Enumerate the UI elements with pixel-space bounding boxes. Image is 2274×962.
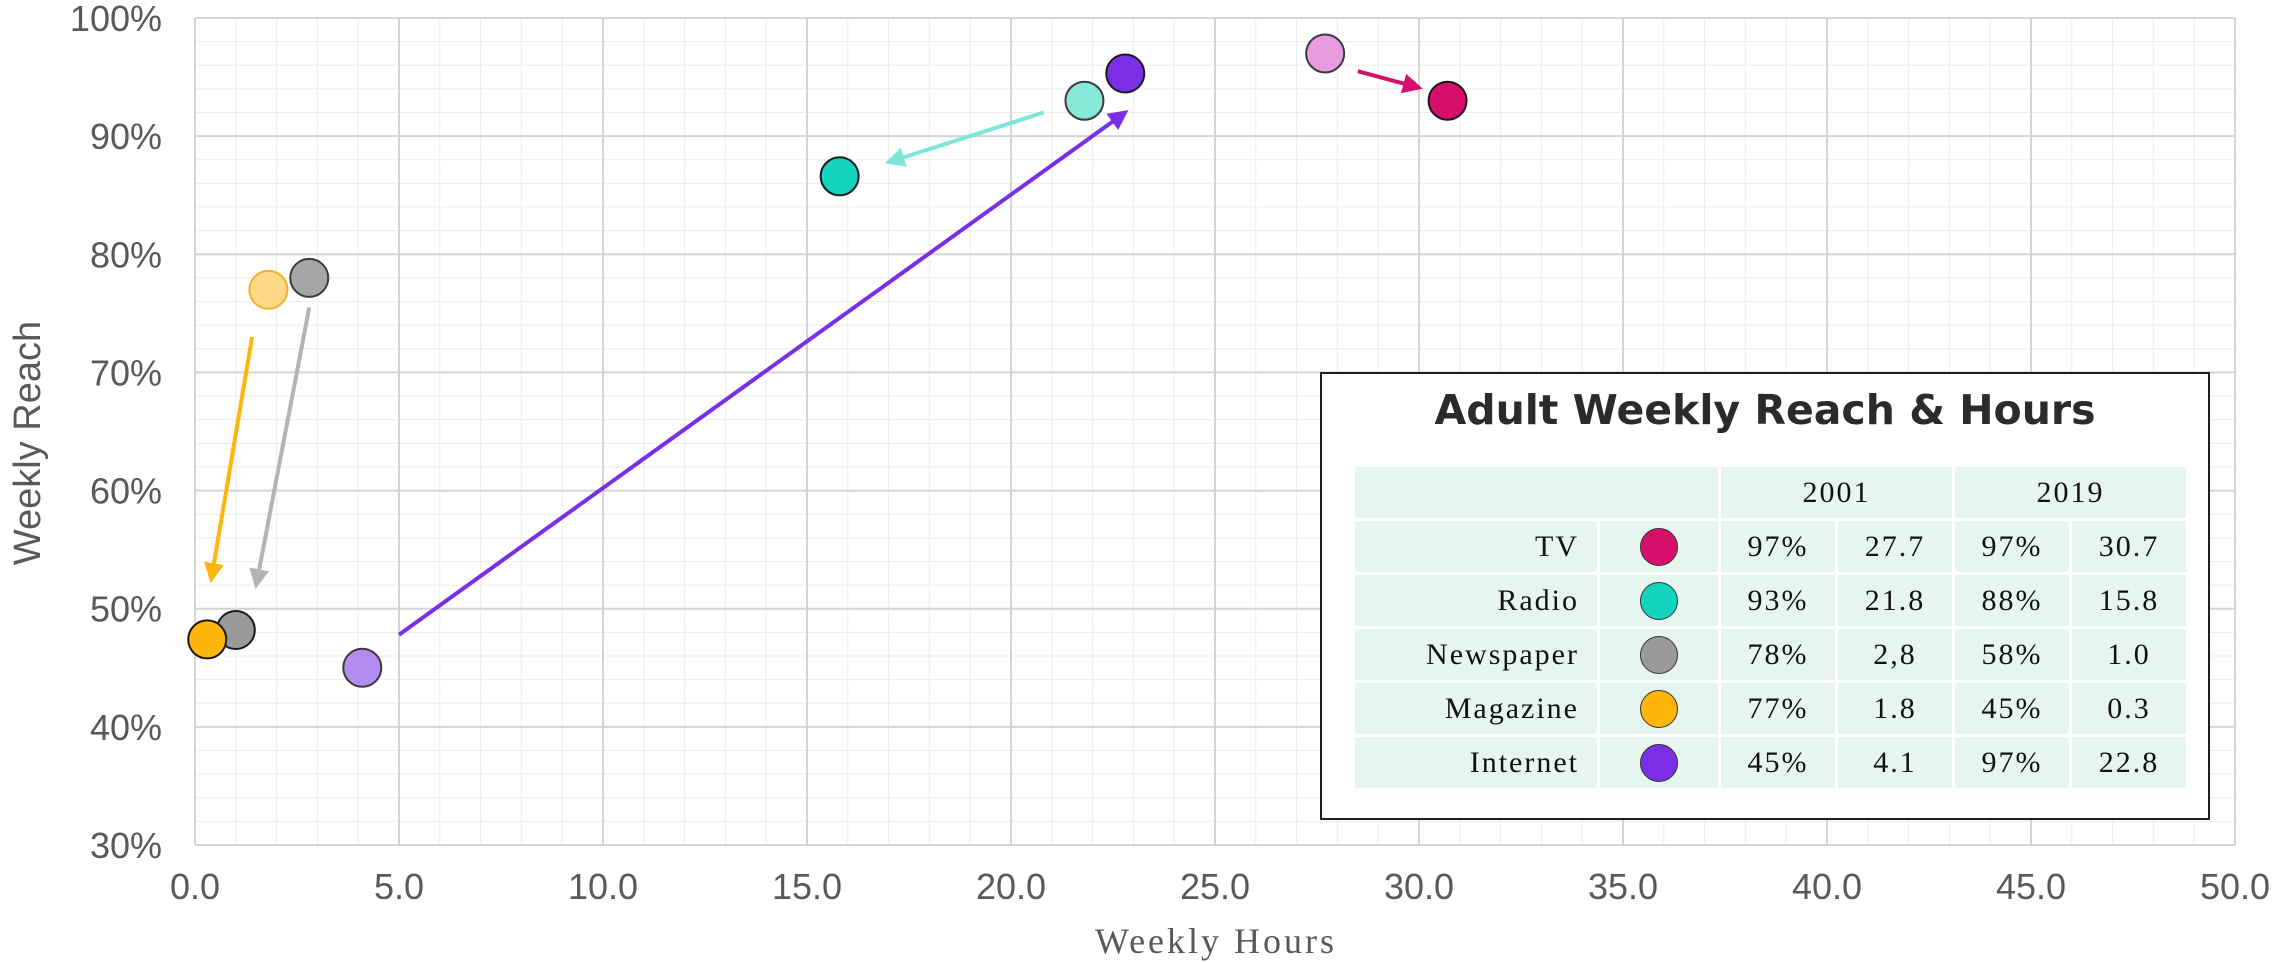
arrow-radio — [884, 110, 1045, 167]
x-tick-label: 30.0 — [1384, 866, 1454, 907]
legend-row: Radio 93% 21.8 88% 15.8 — [1352, 572, 2189, 629]
legend-reach-2001: 45% — [1718, 734, 1838, 791]
data-points — [187, 33, 1468, 688]
legend-year-2019: 2019 — [1952, 464, 2189, 521]
legend-reach-2001: 78% — [1718, 626, 1838, 683]
point-radio-2001 — [1064, 80, 1105, 121]
y-tick-label: 80% — [90, 234, 162, 275]
x-tick-label: 50.0 — [2200, 866, 2270, 907]
x-tick-label: 10.0 — [568, 866, 638, 907]
x-tick-label: 0.0 — [170, 866, 220, 907]
legend-media-name: Radio — [1352, 572, 1600, 629]
legend-reach-2019: 45% — [1952, 680, 2072, 737]
x-tick-label: 15.0 — [772, 866, 842, 907]
legend-media-name: Internet — [1352, 734, 1600, 791]
legend-media-name: Magazine — [1352, 680, 1600, 737]
legend-reach-2001: 93% — [1718, 572, 1838, 629]
y-tick-label: 90% — [90, 116, 162, 157]
x-tick-label: 40.0 — [1792, 866, 1862, 907]
legend-hours-2019: 1.0 — [2069, 626, 2189, 683]
y-tick-label: 50% — [90, 589, 162, 630]
arrow-magazine — [204, 336, 255, 584]
x-axis-ticks: 0.0 5.0 10.0 15.0 20.0 25.0 30.0 35.0 40.0 45.0 50… — [170, 866, 2270, 907]
legend-row: TV 97% 27.7 97% 30.7 — [1352, 518, 2189, 575]
point-tv-2001 — [1305, 33, 1346, 74]
legend-reach-2019: 97% — [1952, 518, 2072, 575]
point-magazine-2001 — [248, 269, 289, 310]
legend-swatch-radio — [1640, 581, 1678, 620]
legend-hours-2001: 1.8 — [1835, 680, 1955, 737]
legend-row: Internet 45% 4.1 97% 22.8 — [1352, 734, 2189, 791]
y-tick-label: 70% — [90, 352, 162, 393]
y-axis-title: Weekly Reach — [7, 321, 49, 565]
legend-hours-2019: 0.3 — [2069, 680, 2189, 737]
legend-swatch-internet — [1640, 743, 1678, 782]
legend-year-2001: 2001 — [1718, 464, 1955, 521]
y-tick-label: 30% — [90, 825, 162, 866]
x-axis-title: Weekly Hours — [1095, 921, 1337, 961]
legend-hours-2001: 4.1 — [1835, 734, 1955, 791]
legend-hours-2019: 15.8 — [2069, 572, 2189, 629]
legend-header-row: 2001 2019 — [1352, 464, 2189, 521]
legend-hours-2019: 30.7 — [2069, 518, 2189, 575]
point-radio-2019 — [819, 156, 860, 197]
legend-hours-2001: 21.8 — [1835, 572, 1955, 629]
point-newspaper-2001 — [289, 257, 330, 298]
y-tick-label: 60% — [90, 471, 162, 512]
arrows — [204, 69, 1423, 637]
legend-swatch-newspaper — [1640, 635, 1678, 674]
y-tick-label: 100% — [70, 0, 162, 39]
point-internet-2001 — [342, 647, 383, 688]
legend-row: Newspaper 78% 2,8 58% 1.0 — [1352, 626, 2189, 683]
x-tick-label: 20.0 — [976, 866, 1046, 907]
x-tick-label: 45.0 — [1996, 866, 2066, 907]
arrow-newspaper — [249, 307, 312, 590]
arrow-tv — [1357, 69, 1423, 94]
point-magazine-2019 — [187, 619, 228, 660]
y-axis-ticks: 30% 40% 50% 60% 70% 80% 90% 100% — [70, 0, 162, 866]
x-tick-label: 25.0 — [1180, 866, 1250, 907]
legend-swatch-tv — [1640, 527, 1678, 566]
legend-reach-2001: 97% — [1718, 518, 1838, 575]
legend-table: 2001 2019 TV 97% 27.7 97% 30.7 Radio 93%… — [1352, 464, 2189, 791]
legend-reach-2001: 77% — [1718, 680, 1838, 737]
legend-reach-2019: 58% — [1952, 626, 2072, 683]
legend-hours-2019: 22.8 — [2069, 734, 2189, 791]
legend-reach-2019: 88% — [1952, 572, 2072, 629]
legend-hours-2001: 27.7 — [1835, 518, 1955, 575]
legend-header-blank — [1352, 464, 1721, 521]
legend-row: Magazine 77% 1.8 45% 0.3 — [1352, 680, 2189, 737]
y-tick-label: 40% — [90, 707, 162, 748]
point-internet-2019 — [1105, 53, 1146, 94]
legend-swatch-magazine — [1640, 689, 1678, 728]
legend-media-name: Newspaper — [1352, 626, 1600, 683]
legend-reach-2019: 97% — [1952, 734, 2072, 791]
legend-hours-2001: 2,8 — [1835, 626, 1955, 683]
legend-table-box: Adult Weekly Reach & Hours 2001 2019 TV … — [1320, 372, 2210, 820]
point-tv-2019 — [1427, 80, 1468, 121]
arrow-internet — [397, 110, 1129, 637]
legend-title: Adult Weekly Reach & Hours — [1434, 386, 2096, 434]
x-tick-label: 5.0 — [374, 866, 424, 907]
legend-media-name: TV — [1352, 518, 1600, 575]
x-tick-label: 35.0 — [1588, 866, 1658, 907]
